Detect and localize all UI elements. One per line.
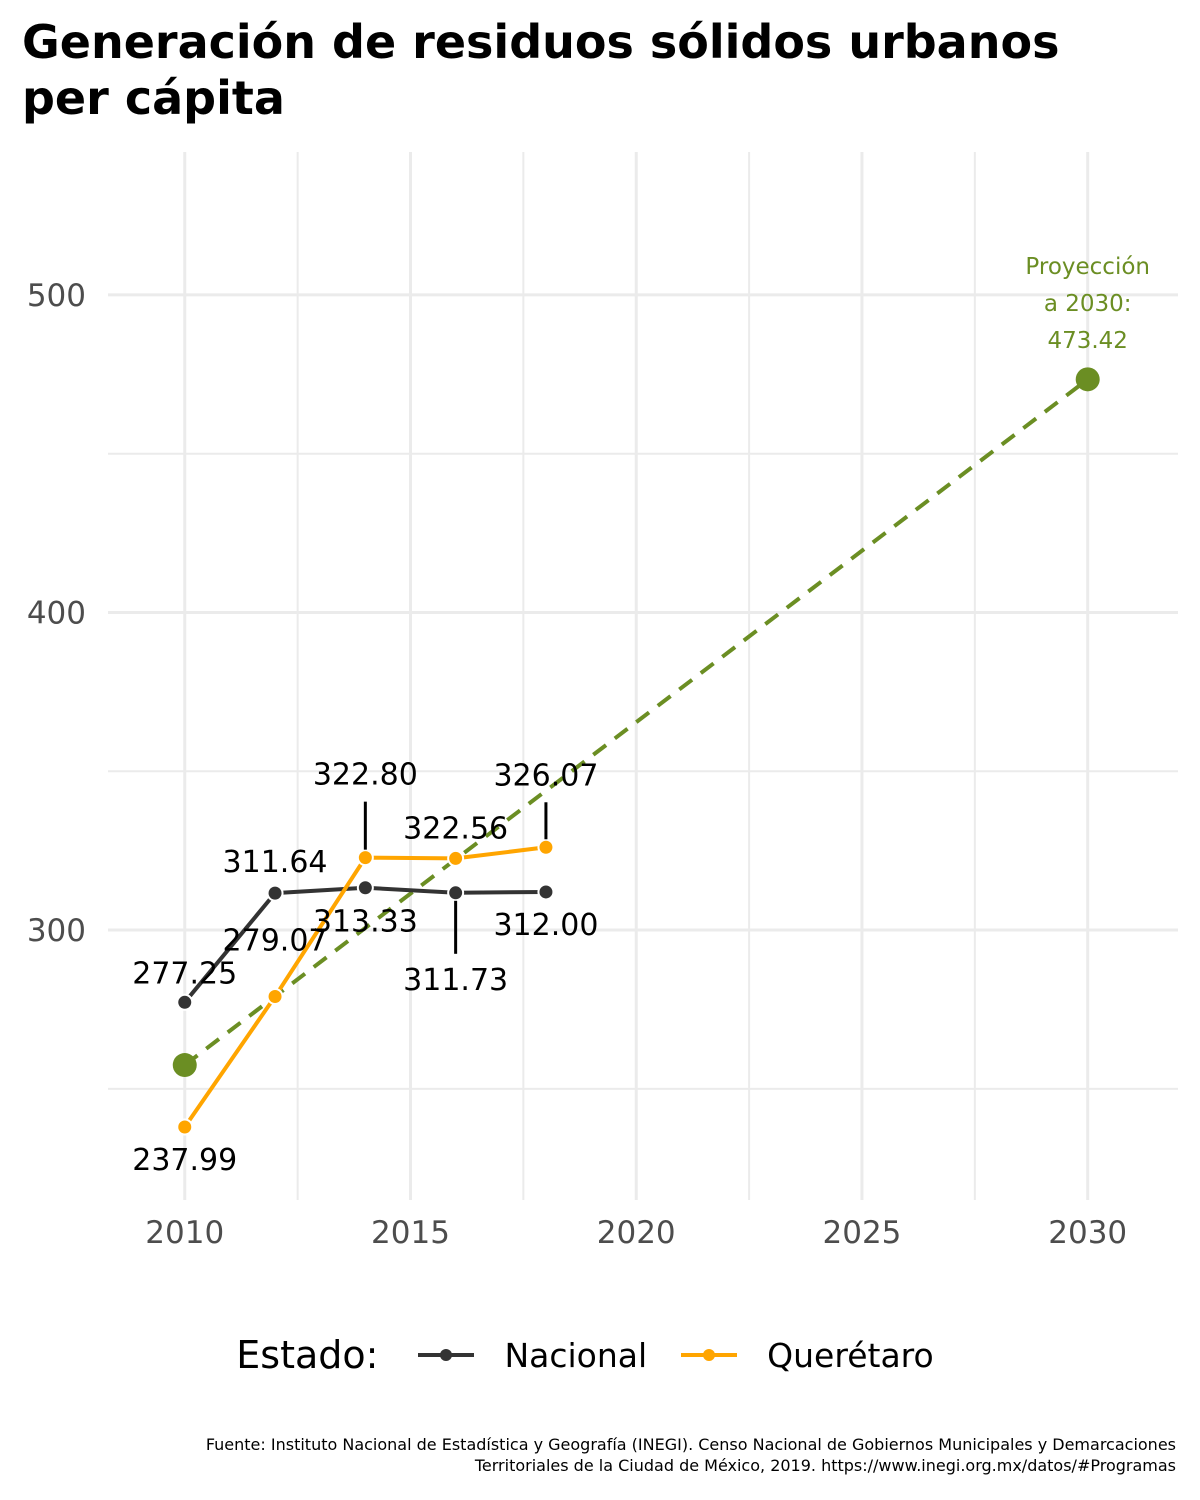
data-point	[266, 884, 284, 902]
legend-item-queretaro: Querétaro	[677, 1336, 934, 1375]
data-point	[176, 1118, 194, 1136]
grid-layer	[108, 152, 1178, 1200]
projection-annotation-line: Proyección	[1025, 254, 1150, 280]
legend-key-nacional	[418, 1349, 475, 1361]
data-point	[537, 883, 555, 901]
data-point	[266, 988, 284, 1006]
legend-label-nacional: Nacional	[504, 1335, 648, 1375]
x-tick-label: 2030	[1048, 1215, 1127, 1251]
data-label: 311.73	[403, 963, 508, 998]
legend-item-nacional: Nacional	[414, 1336, 647, 1375]
data-label: 277.25	[132, 956, 237, 991]
data-point	[176, 993, 194, 1011]
caption-line-2: Territoriales de la Ciudad de México, 20…	[474, 1456, 1176, 1475]
x-tick-label: 2020	[597, 1215, 676, 1251]
y-tick-label: 400	[27, 595, 86, 631]
projection-point	[172, 1053, 197, 1078]
projection-annotation-line: 473.42	[1047, 328, 1127, 354]
legend-title: Estado:	[236, 1333, 379, 1377]
series-layer	[176, 838, 555, 1136]
projection-point	[1075, 367, 1100, 392]
data-label: 326.07	[493, 758, 598, 793]
axis-labels: 2010 2015 2020 2025 2030 300 400 500	[27, 278, 1127, 1251]
data-label: 312.00	[493, 908, 598, 943]
data-point	[356, 879, 374, 897]
data-point	[447, 884, 465, 902]
data-labels: 277.25 311.64 313.33 311.73 312.00 237.99 279.…	[132, 758, 598, 1178]
x-tick-label: 2010	[145, 1215, 224, 1251]
data-label: 279.07	[223, 924, 328, 959]
data-point	[447, 849, 465, 867]
legend: Estado: Nacional Querétaro	[0, 1327, 1200, 1383]
chart-title: Generación de residuos sólidos urbanos p…	[22, 15, 1060, 125]
data-point	[537, 838, 555, 856]
projection-layer: Proyección a 2030: 473.42	[172, 254, 1150, 1078]
legend-key-queretaro	[681, 1349, 738, 1361]
x-tick-label: 2015	[371, 1215, 450, 1251]
legend-label-queretaro: Querétaro	[767, 1335, 934, 1375]
data-label: 313.33	[313, 905, 418, 940]
projection-annotation-line: a 2030:	[1044, 291, 1132, 317]
data-label: 311.64	[223, 845, 328, 880]
y-tick-label: 300	[27, 913, 86, 949]
y-tick-label: 500	[27, 278, 86, 314]
source-caption: Fuente: Instituto Nacional de Estadístic…	[16, 1434, 1176, 1476]
data-label: 322.56	[403, 811, 508, 846]
data-label: 322.80	[313, 758, 418, 793]
caption-line-1: Fuente: Instituto Nacional de Estadístic…	[205, 1435, 1176, 1454]
data-label: 237.99	[132, 1143, 237, 1178]
x-tick-label: 2025	[823, 1215, 902, 1251]
data-point	[356, 849, 374, 867]
